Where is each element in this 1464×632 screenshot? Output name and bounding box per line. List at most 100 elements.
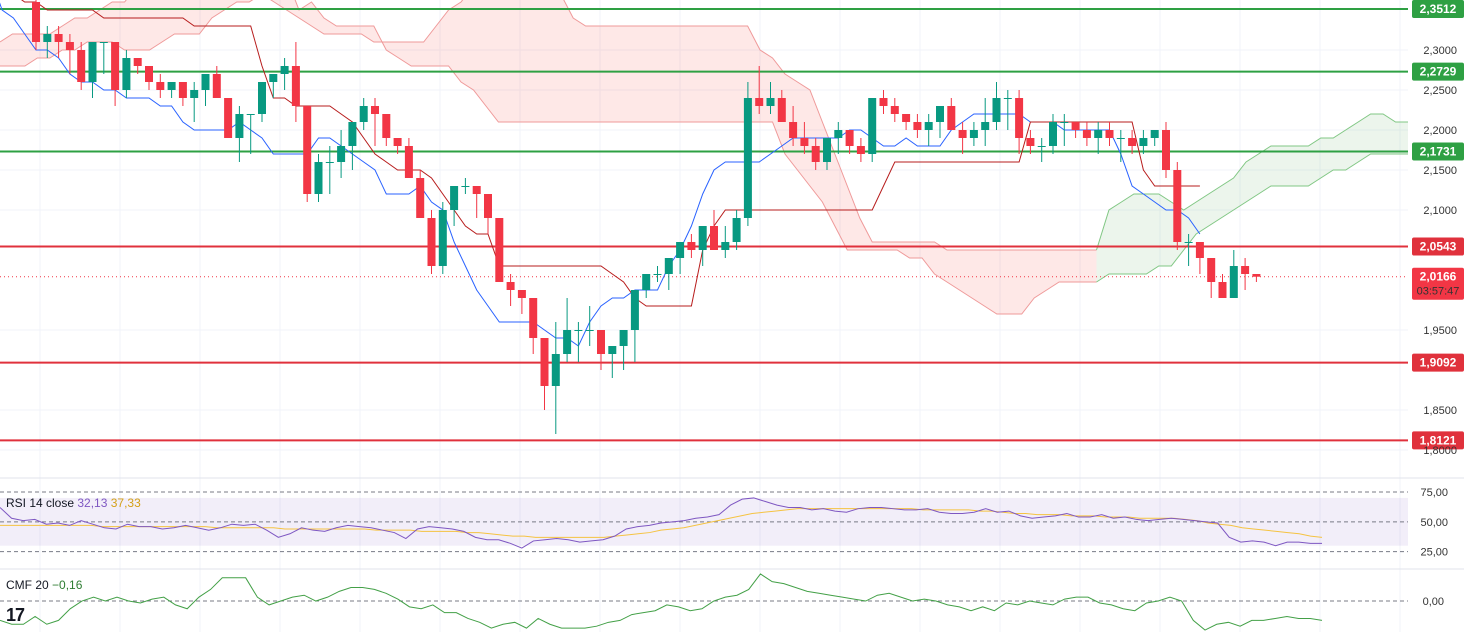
rsi-tick-label: 50,00 (1420, 517, 1448, 529)
candle-body (732, 218, 741, 242)
candle (133, 58, 142, 74)
candle-body (1218, 282, 1227, 298)
candle (1241, 258, 1250, 290)
cloud-bearish (0, 0, 1097, 314)
tradingview-logo: 17 (6, 605, 25, 625)
cmf-legend: CMF 20 −0,16 (6, 578, 83, 592)
candle (167, 82, 176, 98)
candle-body (710, 226, 718, 250)
candle-body (1252, 274, 1261, 277)
cmf-legend-label: CMF 20 (6, 578, 52, 592)
candle (32, 0, 40, 50)
level-price-label: 2,3512 (1420, 2, 1457, 16)
candle-body (902, 114, 911, 122)
candle-body (190, 90, 199, 98)
candle-body (777, 98, 786, 122)
candle-body (574, 330, 583, 331)
candle-body (1026, 138, 1035, 146)
candle (325, 146, 334, 194)
rsi-tick-label: 25,00 (1420, 547, 1448, 559)
candle (258, 82, 266, 122)
candle-body (77, 50, 86, 82)
candle-body (1229, 266, 1238, 298)
price-tick-label: 2,3000 (1423, 45, 1457, 57)
candle (1139, 130, 1148, 154)
candle (303, 106, 312, 202)
candle-body (890, 106, 899, 114)
candle (122, 50, 131, 98)
level-price-label: 1,9092 (1420, 356, 1457, 370)
candle-body (1184, 242, 1193, 243)
price-axis[interactable]: 2,3000 2,2500 2,2000 2,1500 2,1000 1,9500 1,85… (1423, 45, 1457, 457)
candle-body (1150, 130, 1159, 138)
indicator-legends: RSI 14 close 32,13 37,33 CMF 20 −0,16 (6, 496, 141, 592)
candle (269, 74, 278, 98)
candle (879, 90, 888, 114)
cmf-legend-value: −0,16 (52, 578, 83, 592)
candle (574, 322, 583, 362)
candle-body (800, 138, 809, 146)
price-tick-label: 2,2500 (1423, 85, 1457, 97)
candle (608, 346, 617, 378)
candle-body (280, 66, 289, 74)
candle (43, 26, 52, 58)
candle-body (348, 122, 357, 146)
candle-body (1195, 242, 1204, 258)
candle (1015, 90, 1024, 154)
candle-body (664, 258, 673, 274)
candle-body (811, 146, 820, 162)
candle (404, 138, 413, 178)
candle (495, 218, 504, 282)
candle-body (156, 82, 165, 90)
candle-body (438, 210, 447, 266)
candle (382, 114, 391, 146)
candle (484, 194, 492, 234)
candle-body (981, 122, 990, 130)
candle-body (506, 282, 515, 290)
candle-body (913, 122, 922, 130)
candle-body (1003, 98, 1012, 99)
candle (890, 98, 899, 122)
cmf-pane: 0,00 (0, 573, 1444, 631)
candle-body (823, 138, 831, 162)
price-tick-label: 2,1000 (1423, 205, 1457, 217)
candle-body (291, 66, 300, 106)
candle-body (111, 42, 120, 90)
candle-body (54, 34, 63, 42)
candle (145, 66, 153, 90)
candle (235, 106, 244, 162)
candle (88, 42, 97, 98)
candle (224, 98, 233, 138)
candle-body (484, 194, 492, 218)
candle-body (936, 106, 944, 122)
candle-body (371, 106, 379, 114)
candle-body (201, 74, 210, 90)
candle-body (1207, 258, 1216, 282)
candle-body (1128, 138, 1137, 146)
candle-body (314, 162, 323, 194)
candle (856, 138, 865, 162)
candle (676, 242, 685, 274)
candle (314, 154, 323, 202)
candle (1105, 122, 1114, 146)
candle (777, 90, 786, 122)
candle (438, 202, 447, 274)
last-price-tag (1412, 267, 1464, 300)
level-price-tag (1412, 237, 1464, 256)
candle-body (924, 122, 933, 130)
candle (371, 98, 379, 146)
leading-span-a (0, 0, 1097, 251)
candle-body (856, 146, 865, 154)
candle (427, 210, 436, 274)
candle-body (246, 114, 255, 115)
candle (472, 186, 481, 218)
candle (992, 82, 1001, 130)
candle (291, 42, 300, 122)
candle-body (450, 186, 459, 210)
candle (947, 98, 956, 130)
price-tick-label: 1,8500 (1423, 405, 1457, 417)
candle (845, 130, 854, 154)
candle (246, 114, 255, 154)
candle (178, 82, 187, 106)
